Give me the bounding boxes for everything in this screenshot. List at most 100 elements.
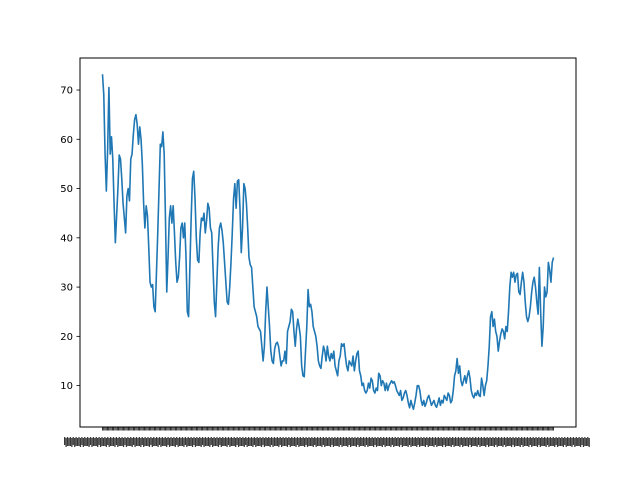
x-tick-label bbox=[115, 437, 118, 445]
x-tick-label bbox=[365, 437, 368, 445]
x-tick-label bbox=[575, 437, 577, 446]
x-tick-label bbox=[414, 437, 416, 446]
x-tick-label bbox=[372, 438, 375, 447]
y-tick-label: 20 bbox=[60, 332, 73, 343]
x-tick-label bbox=[316, 437, 319, 446]
x-tick-label bbox=[496, 438, 498, 447]
x-tick-label bbox=[357, 437, 359, 445]
y-tick-label: 50 bbox=[60, 184, 73, 195]
x-tick-label bbox=[91, 438, 93, 447]
x-tick-label bbox=[482, 438, 484, 446]
x-tick-label bbox=[528, 438, 530, 447]
x-tick-label bbox=[109, 437, 112, 446]
x-tick-label bbox=[509, 437, 511, 446]
x-tick-label bbox=[304, 438, 306, 447]
x-tick-label bbox=[536, 438, 539, 447]
x-tick-label bbox=[571, 438, 573, 447]
x-tick-label bbox=[94, 438, 96, 446]
x-tick-label bbox=[360, 437, 362, 446]
x-tick-label bbox=[332, 438, 335, 447]
x-tick-label bbox=[311, 437, 313, 446]
y-tick-label: 10 bbox=[60, 381, 73, 392]
x-tick-label bbox=[72, 437, 74, 445]
x-tick-label bbox=[242, 437, 244, 446]
x-tick-label bbox=[217, 438, 220, 447]
x-tick-label bbox=[235, 438, 237, 447]
x-tick-label bbox=[351, 437, 353, 446]
x-tick-label bbox=[268, 437, 270, 446]
x-tick-label bbox=[327, 438, 329, 446]
x-tick-label bbox=[525, 438, 527, 446]
x-tick-label bbox=[410, 438, 412, 447]
x-tick-label bbox=[229, 438, 231, 447]
x-tick-label bbox=[470, 438, 473, 447]
x-tick-label bbox=[150, 437, 152, 445]
x-tick-label bbox=[495, 437, 497, 445]
x-tick-label bbox=[141, 437, 143, 445]
x-tick-label bbox=[529, 437, 531, 445]
x-tick-label bbox=[249, 438, 251, 446]
x-tick-label bbox=[347, 438, 349, 447]
x-tick-label bbox=[84, 437, 86, 446]
x-tick-label bbox=[81, 437, 83, 445]
x-tick-label bbox=[324, 438, 326, 447]
x-tick-label bbox=[477, 437, 480, 445]
x-tick-label bbox=[82, 438, 84, 447]
x-tick-label bbox=[160, 438, 162, 447]
x-tick-label bbox=[577, 438, 579, 446]
x-tick-label bbox=[74, 438, 76, 447]
x-tick-label bbox=[122, 438, 125, 447]
x-tick-label bbox=[548, 438, 550, 447]
x-tick-label bbox=[190, 437, 192, 446]
x-tick-label bbox=[85, 438, 87, 446]
x-tick-label bbox=[158, 437, 161, 445]
x-tick-label bbox=[457, 437, 460, 446]
x-tick-label bbox=[325, 437, 327, 446]
x-tick-label bbox=[177, 438, 179, 447]
x-tick-label bbox=[262, 437, 264, 445]
x-tick-label bbox=[394, 437, 396, 446]
x-tick-label bbox=[441, 438, 444, 447]
x-tick-label bbox=[406, 437, 408, 446]
x-tick-label bbox=[420, 437, 422, 446]
x-tick-label bbox=[95, 437, 97, 446]
x-tick-label bbox=[250, 437, 253, 446]
x-tick-label bbox=[558, 437, 560, 446]
x-tick-label bbox=[459, 438, 461, 447]
x-tick-label bbox=[102, 438, 105, 446]
x-tick-label bbox=[578, 437, 580, 446]
x-tick-label bbox=[86, 437, 89, 446]
x-tick-label bbox=[454, 437, 457, 446]
x-tick-label bbox=[201, 437, 204, 445]
x-tick-label bbox=[292, 438, 294, 446]
x-tick-label bbox=[348, 437, 350, 445]
x-tick-label bbox=[446, 437, 448, 446]
x-tick-label bbox=[355, 438, 358, 447]
x-tick-label bbox=[240, 438, 243, 446]
x-tick-label bbox=[213, 437, 215, 446]
x-tick-label bbox=[206, 438, 208, 446]
x-tick-label bbox=[145, 438, 148, 446]
x-tick-label bbox=[408, 437, 411, 445]
x-tick-label bbox=[545, 438, 547, 447]
x-tick-label bbox=[281, 438, 283, 447]
x-tick-label bbox=[416, 438, 418, 447]
x-tick-label bbox=[140, 438, 142, 447]
x-tick-label bbox=[539, 438, 541, 447]
x-tick-label bbox=[522, 438, 524, 447]
x-tick-label bbox=[437, 437, 439, 446]
x-tick-label bbox=[279, 437, 281, 445]
x-tick-label bbox=[65, 438, 67, 447]
x-tick-label bbox=[431, 437, 434, 446]
x-tick-label bbox=[265, 437, 267, 446]
x-tick-label bbox=[378, 438, 381, 446]
x-tick-label bbox=[556, 438, 559, 447]
x-tick-label bbox=[515, 437, 517, 446]
x-tick-label bbox=[505, 438, 507, 447]
x-tick-label bbox=[588, 438, 590, 447]
x-tick-label bbox=[148, 438, 151, 447]
x-tick-label bbox=[180, 438, 182, 446]
x-tick-label bbox=[567, 437, 569, 446]
x-tick-label bbox=[98, 437, 100, 445]
x-tick-label bbox=[318, 438, 320, 446]
